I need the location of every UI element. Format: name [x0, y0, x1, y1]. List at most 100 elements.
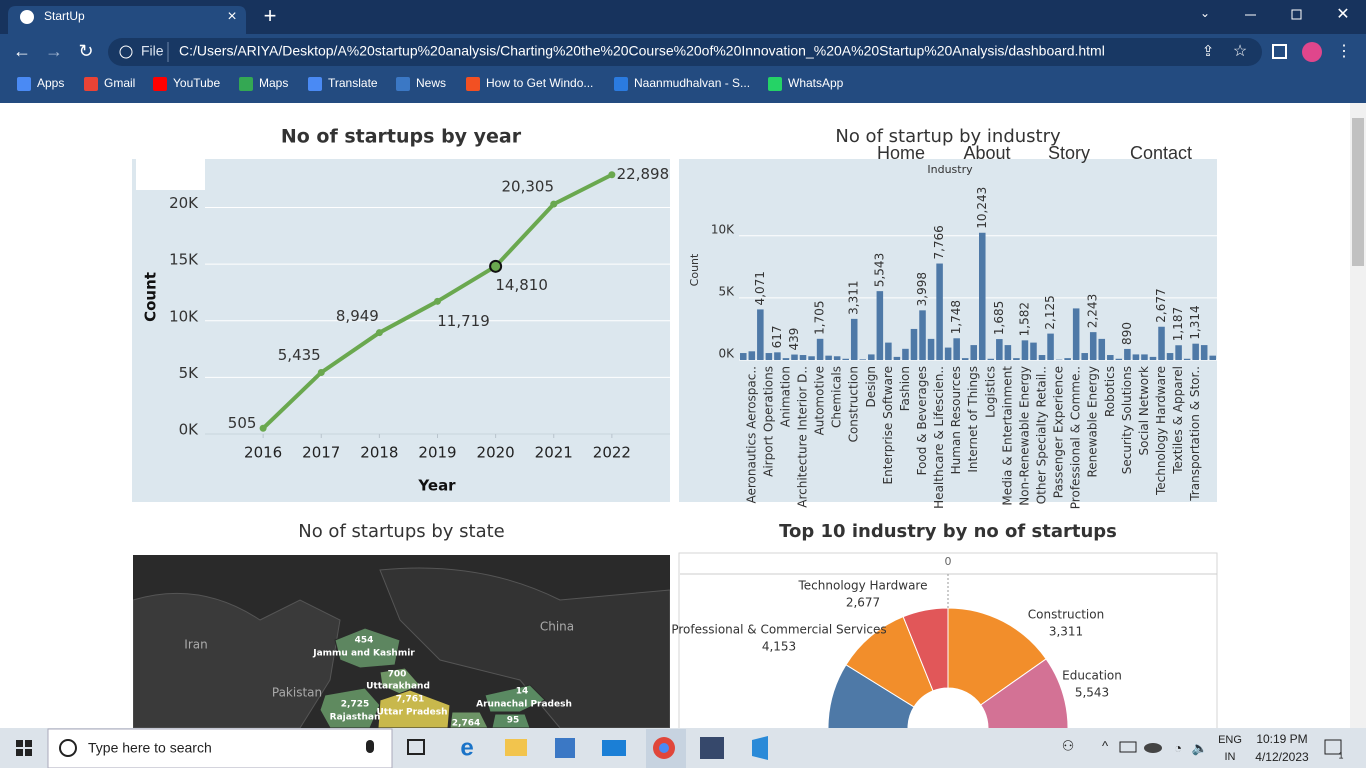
url[interactable]: C:/Users/ARIYA/Desktop/A%20startup%20ana…	[179, 43, 1105, 59]
place-label: Iran	[184, 638, 207, 652]
reload[interactable]: ↻	[78, 41, 93, 61]
menu[interactable]: ⋮	[1336, 43, 1352, 60]
new-tab[interactable]: +	[264, 3, 277, 28]
bookmark[interactable]: Gmail	[104, 76, 135, 90]
value-label: 3,311	[847, 281, 861, 315]
mail[interactable]	[602, 740, 626, 756]
task-view[interactable]	[407, 739, 425, 755]
x-tick-label: Architecture Interior D..	[796, 366, 810, 508]
volume[interactable]: 🔈	[1192, 740, 1208, 756]
info-icon[interactable]	[119, 45, 133, 59]
bookmark[interactable]: Translate	[328, 76, 378, 90]
x-tick-label: Aeronautics Aerospac..	[744, 366, 758, 504]
active-tab[interactable]	[8, 6, 246, 34]
bar	[850, 318, 858, 360]
nav-link[interactable]: Home	[877, 143, 925, 163]
edge[interactable]: e	[460, 734, 473, 761]
back[interactable]: ←	[13, 41, 31, 61]
clock-date[interactable]: 4/12/2023	[1255, 750, 1309, 764]
bar	[1021, 340, 1029, 360]
language[interactable]: ENG	[1218, 734, 1242, 746]
bookmark[interactable]: Maps	[259, 76, 288, 90]
slice-label: Construction	[1028, 608, 1104, 622]
y-tick-label: 5K	[179, 364, 200, 382]
x-tick-label: Social Network	[1137, 366, 1151, 456]
close[interactable]: ✕	[1336, 6, 1349, 23]
tab-search[interactable]: ⌄	[1200, 6, 1210, 20]
x-tick-label: Design	[864, 366, 878, 407]
bar	[1013, 358, 1020, 360]
logo-box	[136, 122, 205, 190]
tray-chevron[interactable]: ^	[1102, 738, 1109, 753]
chart-title: No of startup by industry	[835, 126, 1061, 147]
bookmark[interactable]: News	[416, 76, 446, 90]
start-button[interactable]	[16, 740, 32, 756]
battery[interactable]	[1119, 741, 1137, 753]
onedrive[interactable]	[1144, 743, 1162, 753]
region-label: Uttar Pradesh	[377, 708, 448, 718]
bar	[799, 355, 807, 360]
address-bar[interactable]	[108, 38, 1262, 66]
x-tick-label: Airport Operations	[761, 366, 775, 477]
profile[interactable]	[1302, 42, 1322, 62]
search-placeholder[interactable]: Type here to search	[88, 740, 212, 756]
forward[interactable]: →	[45, 41, 63, 61]
tab-icon	[20, 10, 34, 24]
nav-link[interactable]: Contact	[1130, 143, 1192, 163]
share[interactable]: ⇪	[1202, 43, 1215, 60]
region[interactable]: IN	[1225, 751, 1236, 763]
chart-title: No of startups by state	[298, 521, 505, 542]
store[interactable]	[555, 738, 575, 758]
bar	[1038, 355, 1046, 360]
nav-link[interactable]: Story	[1048, 143, 1090, 163]
explorer[interactable]	[505, 739, 527, 756]
bar	[859, 359, 867, 360]
x-tick-label: Professional & Comme..	[1069, 366, 1083, 509]
vscode[interactable]	[752, 736, 768, 760]
y-tick-label: 5K	[718, 284, 735, 298]
scroll-thumb[interactable]	[1352, 118, 1364, 266]
value-label: 95	[507, 716, 520, 726]
bar	[1115, 358, 1123, 360]
side-panel[interactable]	[1272, 44, 1287, 59]
bookmark[interactable]: YouTube	[173, 76, 220, 90]
y-tick-label: 20K	[169, 194, 199, 212]
region-label: Uttarakhand	[366, 682, 430, 692]
x-tick-label: Renewable Energy	[1086, 366, 1100, 478]
bar	[1047, 333, 1054, 360]
value-label: 11,719	[437, 312, 490, 330]
bookmark-icon	[239, 77, 253, 91]
wifi[interactable]: ◔	[1174, 740, 1182, 755]
x-tick-label: Chemicals	[830, 366, 844, 428]
bar	[740, 353, 747, 360]
restore[interactable]	[1291, 9, 1302, 20]
bar	[996, 339, 1003, 360]
bar	[1004, 345, 1012, 360]
app[interactable]	[700, 737, 724, 759]
search-box[interactable]	[47, 728, 393, 768]
bookmark[interactable]: Apps	[37, 76, 64, 90]
tab-title[interactable]: StartUp	[44, 9, 85, 23]
nav-link[interactable]: About	[963, 143, 1010, 163]
tab-close[interactable]: ×	[227, 8, 236, 25]
bookmark[interactable]: How to Get Windo...	[486, 76, 593, 90]
bar	[927, 338, 935, 360]
value-label: 7,761	[396, 695, 424, 705]
mic[interactable]	[366, 740, 374, 753]
bar	[774, 352, 781, 360]
x-tick-label: 2021	[535, 444, 573, 462]
value-label: 7,766	[932, 225, 946, 259]
value-label: 2,764	[452, 719, 480, 729]
bookmark-star[interactable]: ☆	[1233, 43, 1247, 60]
bar	[1124, 348, 1131, 360]
people[interactable]: ⚇	[1062, 738, 1075, 754]
clock-time[interactable]: 10:19 PM	[1256, 732, 1307, 746]
search-icon	[59, 739, 77, 757]
start-tile	[16, 749, 23, 756]
bar	[1175, 345, 1182, 360]
bookmark[interactable]: Naanmudhalvan - S...	[634, 76, 750, 90]
chart-title: No of startups by year	[281, 126, 522, 148]
notifications[interactable]	[1324, 739, 1342, 755]
value-label: 20,305	[502, 178, 555, 196]
bookmark[interactable]: WhatsApp	[788, 76, 844, 90]
